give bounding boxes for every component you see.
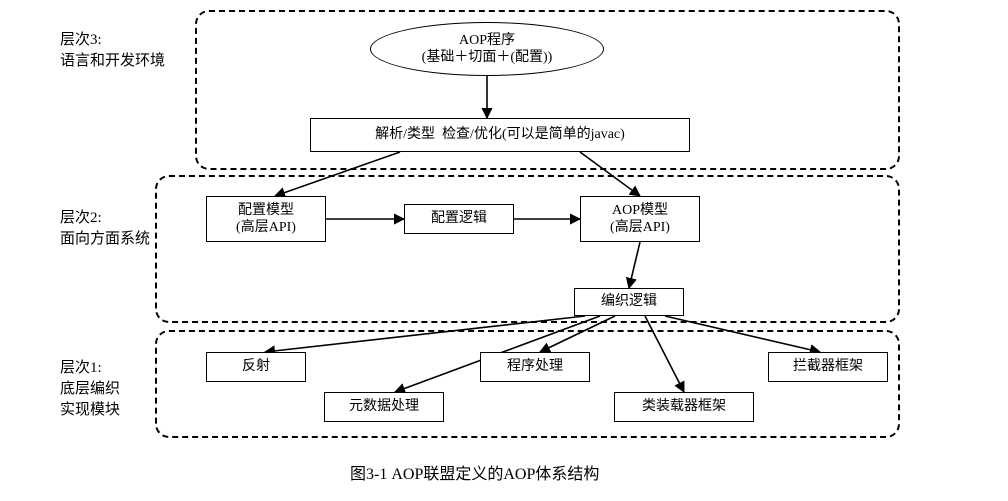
node-aop-model: AOP模型 (高层API): [580, 196, 700, 242]
layer-1-box: [155, 330, 900, 438]
node-metadata-processing: 元数据处理: [324, 392, 444, 422]
node-label: AOP模型 (高层API): [610, 202, 670, 237]
layer-2-label: 层次2: 面向方面系统: [60, 208, 150, 250]
figure-caption: 图3-1 AOP联盟定义的AOP体系结构: [350, 460, 599, 484]
layer-3-label: 层次3: 语言和开发环境: [60, 30, 165, 72]
node-label: 反射: [242, 358, 270, 376]
node-classloader-framework: 类装载器框架: [614, 392, 754, 422]
node-label: 配置模型 (高层API): [236, 202, 296, 237]
node-label: 类装载器框架: [642, 398, 726, 416]
node-label: 程序处理: [507, 358, 563, 376]
node-interceptor-framework: 拦截器框架: [768, 352, 888, 382]
node-label: 拦截器框架: [793, 358, 863, 376]
node-label: AOP程序 (基础＋切面＋(配置)): [422, 32, 553, 67]
node-aop-program: AOP程序 (基础＋切面＋(配置)): [370, 22, 604, 76]
node-weave-logic: 编织逻辑: [574, 288, 684, 316]
node-config-model: 配置模型 (高层API): [206, 196, 326, 242]
node-label: 解析/类型 检查/优化(可以是简单的javac): [375, 126, 625, 144]
node-reflection: 反射: [206, 352, 306, 382]
layer-1-label: 层次1: 底层编织 实现模块: [60, 358, 120, 421]
node-parse-check-optimize: 解析/类型 检查/优化(可以是简单的javac): [310, 118, 690, 152]
diagram-canvas: 层次3: 语言和开发环境 层次2: 面向方面系统 层次1: 底层编织 实现模块 …: [0, 0, 1008, 501]
node-config-logic: 配置逻辑: [404, 204, 514, 234]
node-label: 配置逻辑: [431, 210, 487, 228]
node-label: 编织逻辑: [601, 293, 657, 311]
node-label: 元数据处理: [349, 398, 419, 416]
node-program-processing: 程序处理: [480, 352, 590, 382]
